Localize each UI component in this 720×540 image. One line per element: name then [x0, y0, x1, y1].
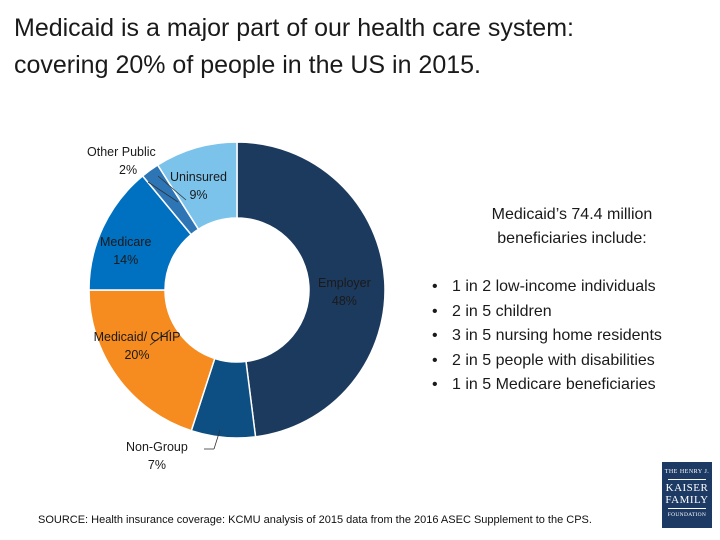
list-item: • 3 in 5 nursing home residents	[432, 327, 662, 344]
slice-uninsured	[156, 141, 238, 231]
panel-heading: Medicaid’s 74.4 million beneficiaries in…	[491, 206, 653, 247]
list-item: • 2 in 5 children	[432, 302, 552, 320]
label-medicare: Medicare 14%	[100, 235, 152, 267]
beneficiary-list: • 1 in 2 low-income individuals • 2 in 5 c…	[432, 275, 662, 398]
leader-medicaid-chip	[149, 329, 171, 346]
title-line-2: covering 20% of people in the US in 2015…	[14, 51, 481, 79]
slice-employer	[236, 141, 386, 438]
slice-medicaid-chip	[88, 289, 216, 432]
label-uninsured: Uninsured 9%	[170, 170, 227, 202]
label-non-group: Non-Group 7%	[126, 440, 188, 472]
list-item: • 1 in 5 Medicare beneficiaries	[432, 376, 656, 393]
title-line-1: Medicaid is a major part of our health c…	[14, 14, 574, 42]
source-note: SOURCE: Health insurance coverage: KCMU …	[38, 514, 592, 526]
list-item: • 2 in 5 people with disabilities	[432, 351, 655, 369]
leader-uninsured	[157, 175, 187, 201]
leader-non-group-tick	[213, 429, 221, 450]
label-medicaid-chip: Medicaid/ CHIP 20%	[93, 330, 181, 362]
kff-logo: THE HENRY J. KAISER FAMILY FOUNDATION	[662, 462, 712, 528]
leader-other-public	[147, 181, 179, 203]
page-title: Medicaid is a major part of our health c…	[14, 10, 704, 84]
label-employer: Employer 48%	[318, 276, 371, 308]
list-item: • 1 in 2 low-income individuals	[432, 278, 656, 295]
label-other-public: Other Public 2%	[87, 145, 156, 177]
